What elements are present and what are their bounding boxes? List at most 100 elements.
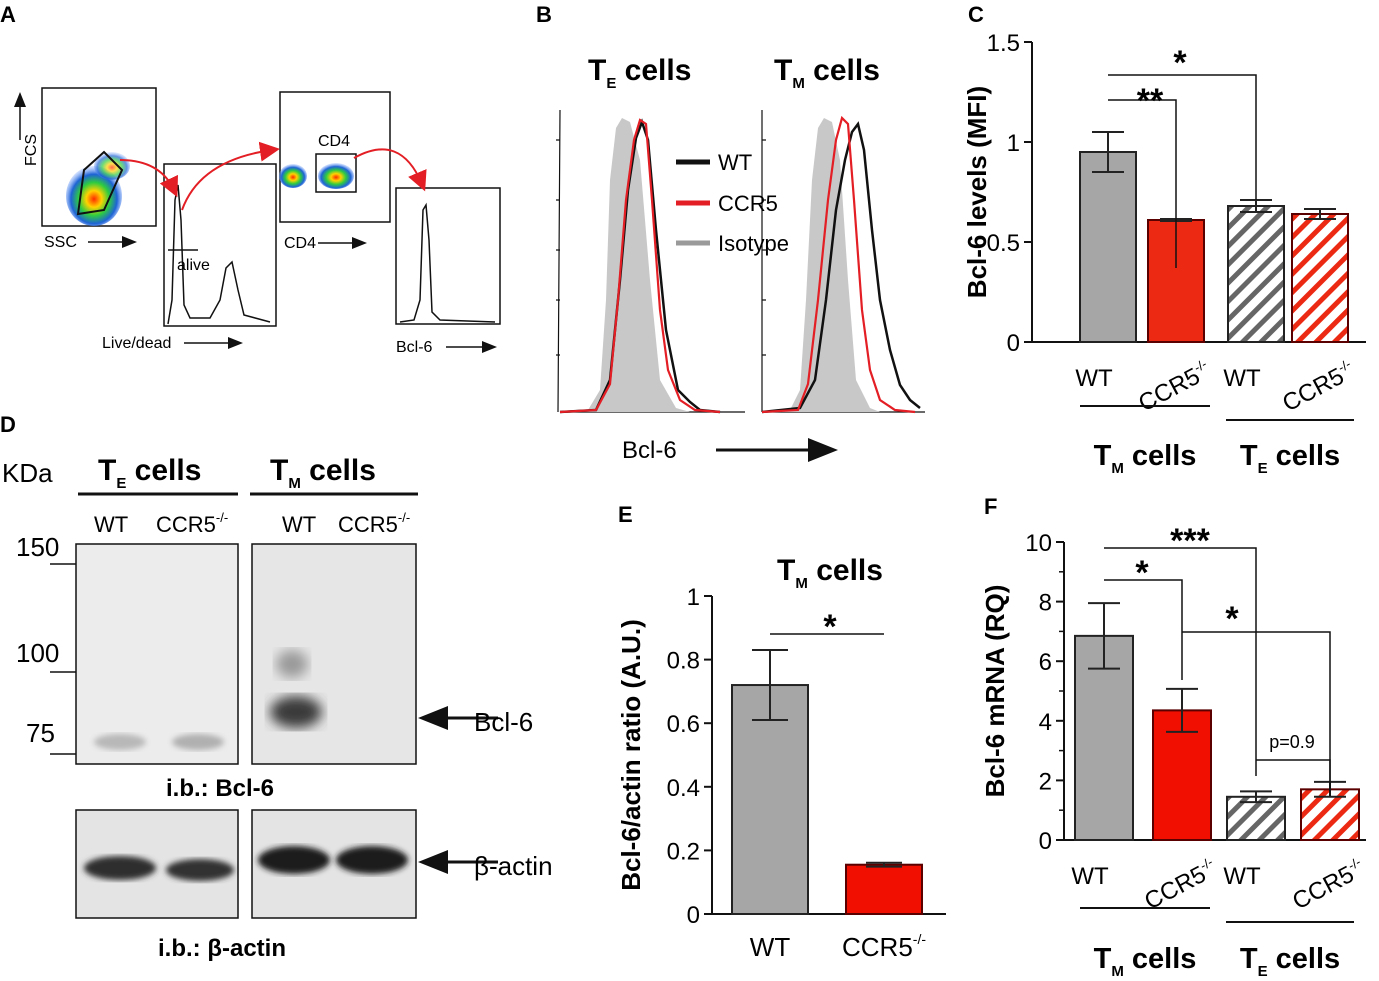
- blot-bcl6-te-band-wt: [94, 734, 146, 750]
- group-label-sub: M: [1111, 460, 1124, 477]
- chart-e-bcl6-actin-ratio: 0 0.2 0.4 0.6 0.8 1 Bcl-6/actin ratio (A.U.) WT…: [616, 554, 946, 962]
- te-histogram: [556, 109, 745, 414]
- x-category-label: WT: [1223, 365, 1261, 392]
- fcs-axis-label: FCS: [23, 134, 40, 166]
- blot-bcl6-tm-smear: [276, 650, 308, 678]
- chart-title-main: T: [777, 554, 795, 587]
- group-label: TE cells: [1240, 440, 1340, 477]
- panel-label-e: E: [618, 502, 633, 527]
- significance-bracket: [1182, 631, 1331, 796]
- y-tick-label: 1: [687, 584, 700, 611]
- group-label-sub: E: [1258, 460, 1268, 477]
- y-tick-label: 1: [1007, 130, 1020, 157]
- tm-histogram-y-axis: [761, 110, 766, 412]
- ssc-axis-label: SSC: [44, 234, 77, 251]
- y-axis-label: Bcl-6/actin ratio (A.U.): [616, 619, 646, 891]
- x-category-text: WT: [1223, 365, 1261, 392]
- group-label-sub: E: [1258, 963, 1268, 980]
- panel-a: A FCS SSC alive Live/dead CD4 CD4 Bcl-6: [0, 2, 501, 356]
- chart-title-sub: M: [795, 575, 808, 592]
- y-tick-label: 0: [1039, 828, 1052, 855]
- x-category-label: WT: [1075, 365, 1113, 392]
- significance-bracket: [1104, 547, 1257, 776]
- panel-b: B TE cells TM cells WT CCR5 Isotype: [536, 2, 925, 464]
- significance-label: *: [823, 608, 837, 646]
- bar-1: [1074, 634, 1134, 841]
- alive-gate-label: alive: [177, 257, 210, 274]
- legend-label-ccr5: CCR5: [718, 191, 778, 216]
- te-isotype-histogram: [560, 118, 690, 412]
- kda-label: KDa: [2, 458, 53, 488]
- group-label-suffix: cells: [1268, 943, 1341, 975]
- bcl6-histogram-xlabel: Bcl-6: [622, 437, 677, 464]
- y-tick-label: 10: [1025, 530, 1052, 557]
- bar-4: [1291, 213, 1349, 343]
- x-category-label: CCR5-/-: [1278, 356, 1360, 417]
- y-tick-label: 0: [1007, 330, 1020, 357]
- y-tick-label: 0.5: [987, 230, 1020, 257]
- cd4-negative-population: [279, 164, 307, 188]
- cd4-gate: [315, 153, 357, 193]
- x-category-text: CCR5: [842, 932, 913, 962]
- x-category-text: WT: [1075, 365, 1113, 392]
- x-category-label: WT: [1071, 863, 1109, 890]
- blot-actin-te-band-wt: [84, 856, 156, 880]
- x-category-text: WT: [1071, 863, 1109, 890]
- chart-title-suffix: cells: [808, 554, 883, 587]
- y-tick-label: 0.6: [667, 711, 700, 738]
- group-label-main: T: [1094, 943, 1112, 975]
- group-label-suffix: cells: [1268, 440, 1341, 472]
- live-dead-histogram-trace: [167, 184, 271, 325]
- chart-c-bcl6-mfi: 0 0.5 1 1.5 Bcl-6 levels (MFI) WT CCR5-/- WT CCR…: [962, 30, 1366, 477]
- y-tick-label: 0: [687, 902, 700, 929]
- y-tick-label: 0.4: [667, 775, 700, 802]
- legend-label-wt: WT: [718, 150, 752, 175]
- bar-1: [1079, 151, 1137, 343]
- live-dead-axis-label: Live/dead: [102, 335, 171, 352]
- tm-wt-histogram: [761, 121, 921, 414]
- blot-lane-4-label: CCR5-/-: [338, 510, 410, 537]
- te-ccr5-histogram: [559, 118, 721, 414]
- panel-label-c: C: [968, 2, 984, 27]
- x-category-label: CCR5-/-: [1134, 356, 1216, 417]
- blot-tm-title: TM cells: [270, 454, 376, 492]
- panel-label-f: F: [984, 494, 997, 519]
- panel-label-d: D: [0, 412, 16, 437]
- blot-lane-3-label: WT: [282, 512, 316, 537]
- marker-100: 100: [16, 638, 59, 668]
- x-category-text: CCR5: [1288, 861, 1358, 916]
- cd4-positive-population: [318, 163, 354, 189]
- x-category-text: WT: [1223, 863, 1261, 890]
- significance-label: ***: [1170, 522, 1210, 560]
- fcs-ssc-density: [66, 166, 122, 226]
- x-category-label: CCR5-/-: [1288, 854, 1370, 915]
- ib-bcl6-label: i.b.: Bcl-6: [166, 775, 274, 802]
- blot-actin-te-band-ccr5: [166, 859, 234, 881]
- group-label-main: T: [1240, 943, 1258, 975]
- blot-lane-1-label: WT: [94, 512, 128, 537]
- actin-band-label: β-actin: [474, 851, 553, 881]
- te-histogram-y-axis: [556, 109, 561, 413]
- y-tick-label: 0.8: [667, 648, 700, 675]
- cd4-axis-label: CD4: [284, 235, 316, 252]
- x-category-superscript: -/-: [913, 931, 927, 947]
- cd4-gate-label: CD4: [318, 133, 350, 150]
- x-category-label: WT: [750, 932, 791, 962]
- blot-bcl6-tm-band-wt: [270, 696, 322, 728]
- bar-2: [845, 863, 923, 916]
- x-category-label: CCR5-/-: [842, 931, 926, 962]
- blot-bcl6-tm: [251, 543, 417, 765]
- group-label-suffix: cells: [1124, 943, 1197, 975]
- panel-label-a: A: [0, 2, 16, 27]
- significance-label: *: [1225, 600, 1239, 638]
- y-axis-label: Bcl-6 levels (MFI): [962, 86, 992, 298]
- live-dead-histogram-frame: [163, 163, 277, 327]
- x-category-text: WT: [750, 932, 791, 962]
- group-label-main: T: [1094, 440, 1112, 472]
- marker-150: 150: [16, 532, 59, 562]
- tm-histogram: [761, 110, 925, 414]
- group-label: TM cells: [1094, 440, 1197, 477]
- gate-arrow-3: [353, 148, 427, 192]
